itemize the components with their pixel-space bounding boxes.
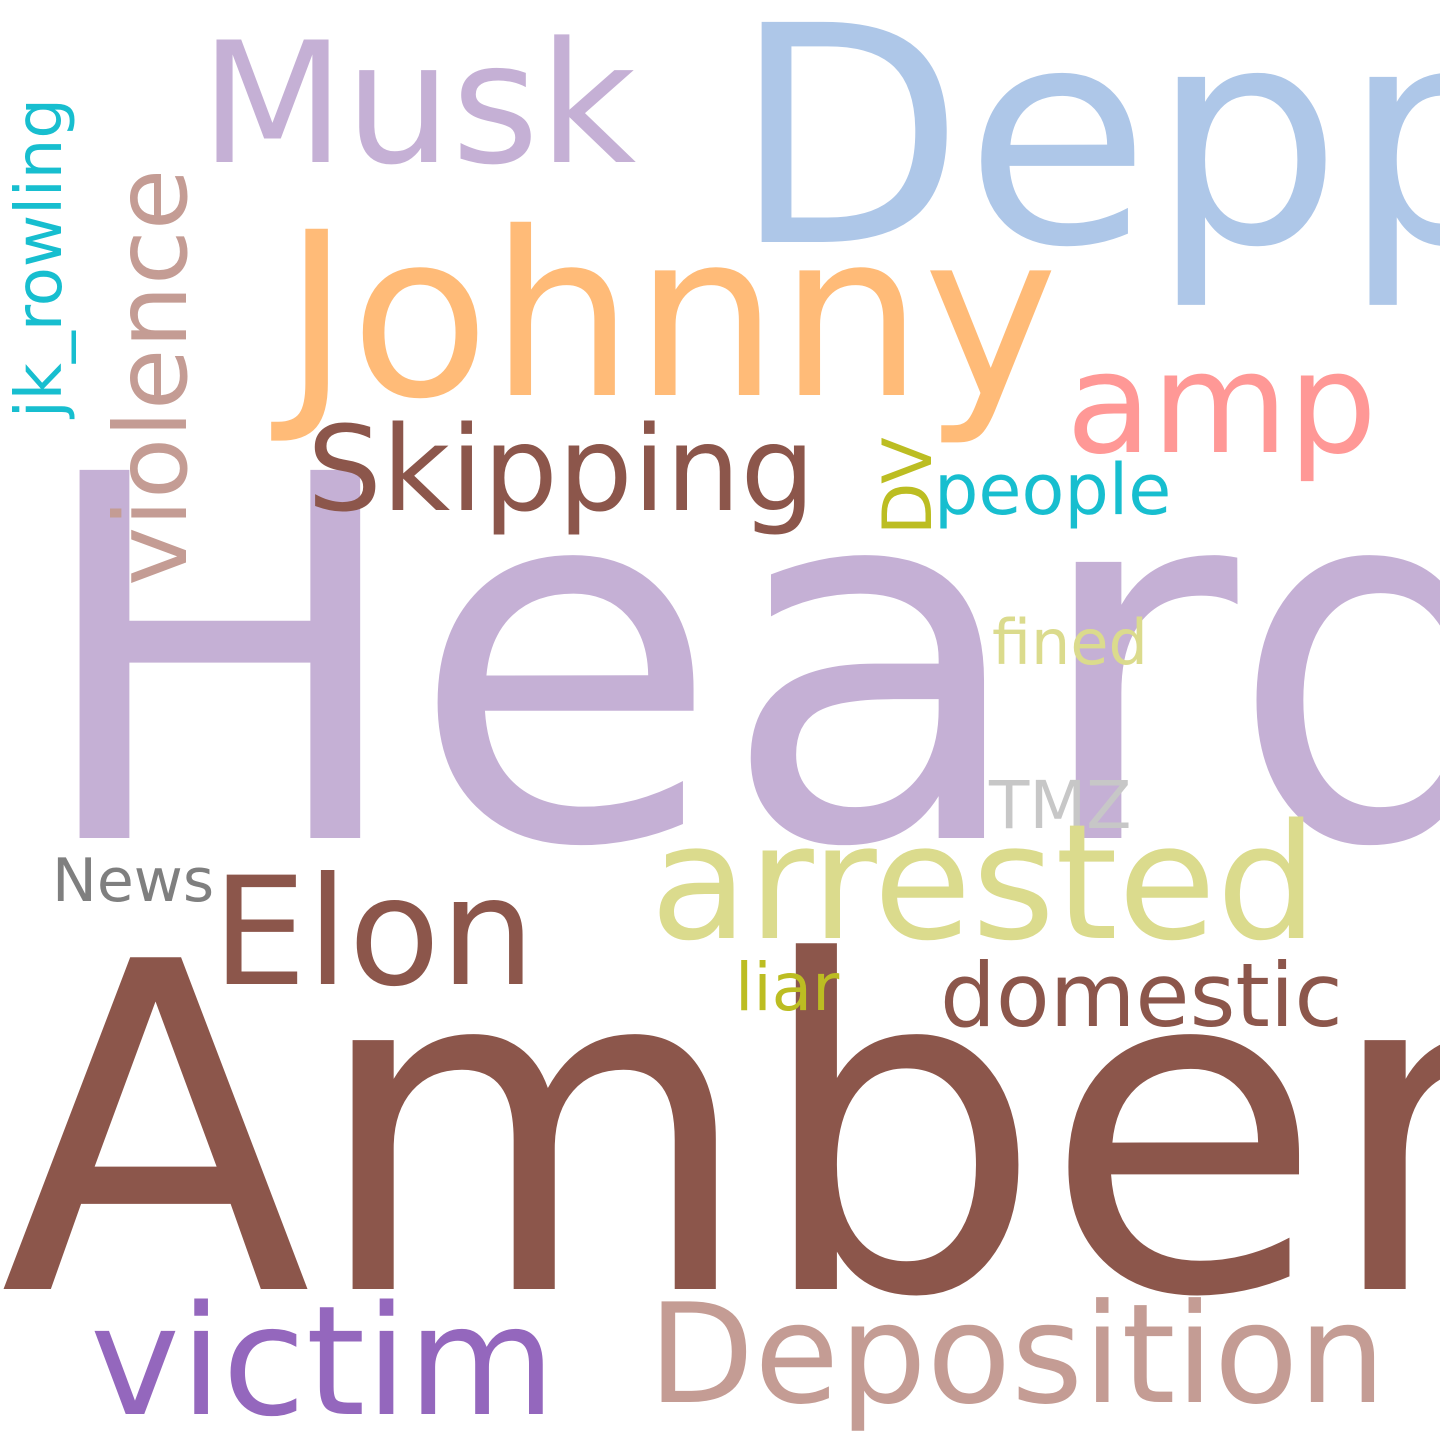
word-deposition: Deposition xyxy=(648,1274,1386,1435)
word-johnny: Johnny xyxy=(283,183,1059,449)
word-liar: liar xyxy=(735,949,840,1026)
word-arrested: arrested xyxy=(650,789,1318,976)
word-elon: Elon xyxy=(212,846,536,1020)
word-dv: DV xyxy=(869,437,948,535)
word-amber: Amber xyxy=(0,868,1440,1397)
word-amp: amp xyxy=(1066,323,1378,486)
word-skipping: Skipping xyxy=(307,400,816,538)
word-people: people xyxy=(934,449,1172,531)
word-violence: violence xyxy=(93,168,210,586)
word-news: News xyxy=(52,846,215,916)
word-depp: Depp xyxy=(732,0,1440,314)
word-musk: Musk xyxy=(200,6,637,202)
word-tmz: TMZ xyxy=(989,767,1132,844)
word-victim: victim xyxy=(90,1273,556,1440)
word-fined: fined xyxy=(992,606,1148,679)
word-jk-rowling: jk_rowling xyxy=(3,98,77,418)
word-domestic: domestic xyxy=(940,944,1343,1047)
word-heard: Heard xyxy=(30,370,1440,958)
